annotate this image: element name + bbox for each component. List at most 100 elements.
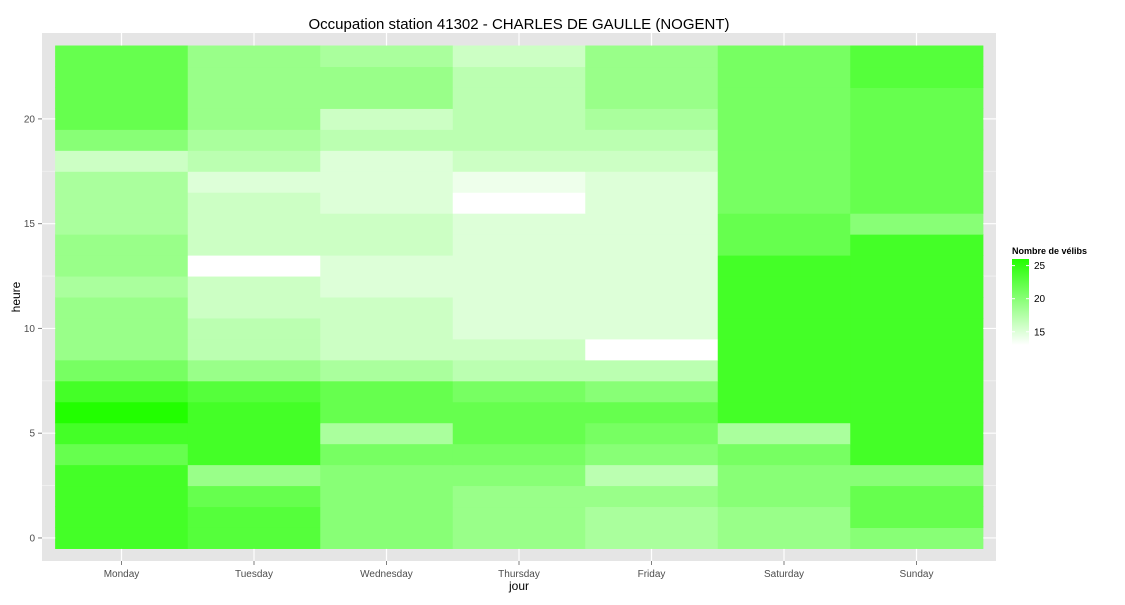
heatmap-cell [850,443,984,466]
heatmap-cell [452,338,586,361]
heatmap-cell [55,297,189,319]
heatmap-cell [850,380,984,403]
heatmap-cell [452,380,586,403]
heatmap-cell [320,213,454,235]
heatmap-cell [585,150,719,172]
heatmap-cell [585,443,719,466]
heatmap-cell [320,464,454,487]
y-tick-label: 5 [29,429,35,440]
heatmap-cell [452,129,586,151]
heatmap-cell [55,171,189,193]
heatmap-cell [187,129,321,151]
heatmap-cell [320,401,454,424]
heatmap-cell [187,234,321,256]
heatmap-cell [55,213,189,235]
heatmap-cell [585,129,719,151]
heatmap-cell [320,234,454,256]
heatmap-cell [452,171,586,193]
heatmap-cell [850,171,984,193]
heatmap-cell [717,45,851,68]
heatmap-cell [585,45,719,68]
heatmap-cell [850,317,984,340]
heatmap-cell [55,527,189,549]
y-tick-label: 10 [24,324,36,335]
heatmap-cell [55,380,189,403]
heatmap-cell [585,338,719,361]
heatmap-cell [585,255,719,277]
heatmap-cell [717,129,851,151]
heatmap-cell [717,422,851,445]
x-axis-ticks: Monday Tuesday Wednesday Thursday Friday Satu… [104,561,933,580]
heatmap-cell [585,297,719,319]
heatmap-cell [717,317,851,340]
heatmap-cell [320,317,454,340]
heatmap-cell [452,108,586,130]
heatmap-cell [187,422,321,445]
heatmap-cell [320,338,454,361]
heatmap-cell [187,485,321,508]
heatmap-cell [452,443,586,466]
heatmap-cell [850,87,984,109]
heatmap-cell [585,485,719,508]
heatmap-cell [187,45,321,68]
x-tick-label: Wednesday [360,569,413,580]
heatmap-cell [187,66,321,88]
heatmap-cell [320,192,454,214]
heatmap-cell [585,171,719,193]
heatmap-cell [452,422,586,445]
heatmap-cell [320,129,454,151]
heatmap-cell [585,234,719,256]
heatmap-cell [585,87,719,109]
heatmap-cell [320,380,454,403]
heatmap-cell [452,359,586,382]
heatmap-cell [717,171,851,193]
heatmap-cell [55,234,189,256]
colorbar-legend: Nombre de vélibs 15 20 25 [1012,246,1087,345]
heatmap-cell [585,108,719,130]
heatmap-cell [850,234,984,256]
heatmap-cell [320,255,454,277]
heatmap-cell [187,171,321,193]
heatmap-cell [850,338,984,361]
heatmap-cell [452,485,586,508]
heatmap-cell [187,380,321,403]
heatmap-cell [452,506,586,528]
heatmap-cell [55,338,189,361]
heatmap-cell [850,66,984,88]
heatmap-cell [585,317,719,340]
heatmap-cell [55,150,189,172]
heatmap-cell [452,150,586,172]
heatmap-cell [452,66,586,88]
heatmap-cell [717,255,851,277]
heatmap-cell [585,527,719,549]
heatmap-cell [55,506,189,528]
heatmap-cell [850,108,984,130]
chart-title: Occupation station 41302 - CHARLES DE GA… [309,16,730,33]
legend-ticks: 15 20 25 [1012,261,1046,338]
heatmap-cell [55,87,189,109]
heatmap-cell [187,317,321,340]
heatmap-cell [850,129,984,151]
heatmap-cell [850,464,984,487]
legend-tick-label: 15 [1034,327,1046,338]
heatmap-cell [187,359,321,382]
heatmap-cell [55,443,189,466]
heatmap-cell [320,297,454,319]
heatmap-cell [320,359,454,382]
heatmap-cell [452,297,586,319]
heatmap-cell [55,108,189,130]
heatmap-cell [55,422,189,445]
heatmap-cell [717,150,851,172]
heatmap-cell [55,192,189,214]
heatmap-cell [717,338,851,361]
heatmap-cell [55,485,189,508]
heatmap-cell [585,401,719,424]
heatmap-cell [717,443,851,466]
heatmap-cell [452,255,586,277]
heatmap-cell [585,359,719,382]
heatmap-cell [187,87,321,109]
heatmap-cell [187,443,321,466]
heatmap-cell [55,401,189,424]
heatmap-cell [55,255,189,277]
heatmap-cell [717,276,851,298]
